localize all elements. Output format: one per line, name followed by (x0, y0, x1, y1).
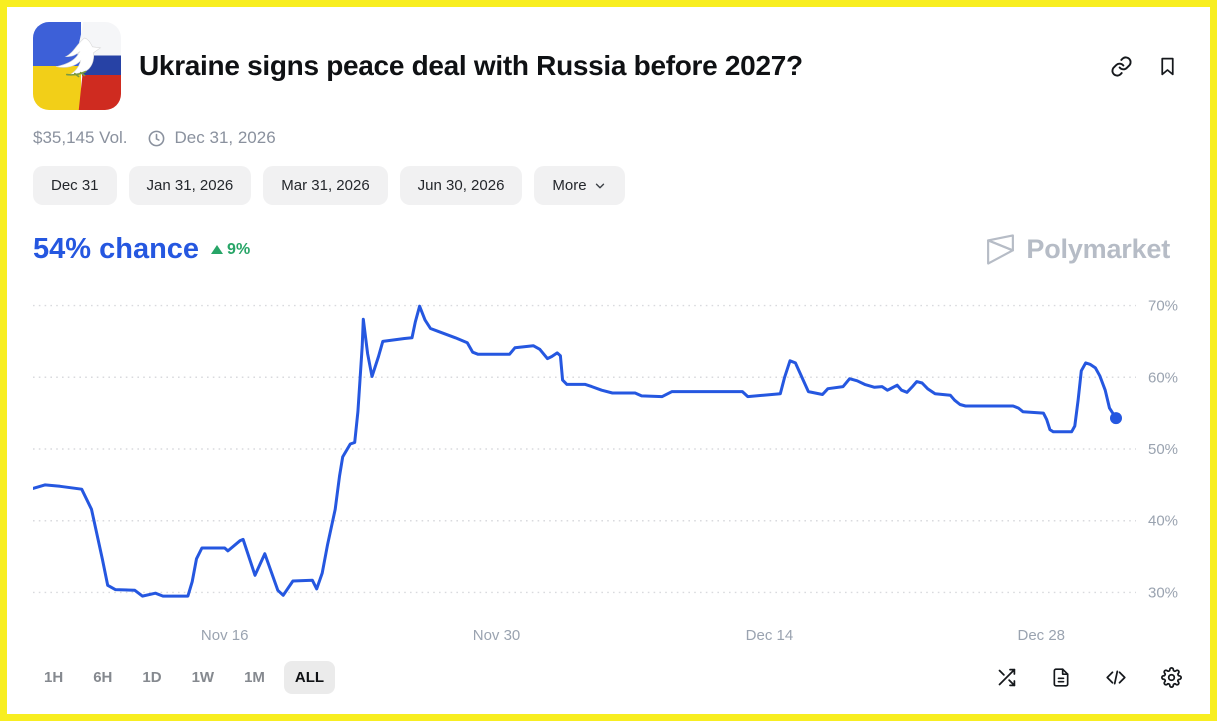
bookmark-icon (1161, 57, 1174, 75)
chip-jun-30-2026[interactable]: Jun 30, 2026 (399, 166, 523, 205)
chip-more[interactable]: More (534, 166, 625, 205)
chart-tools (996, 667, 1182, 688)
more-label: More (552, 177, 587, 194)
date-option-chips: Dec 31 Jan 31, 2026 Mar 31, 2026 Jun 30,… (33, 166, 1192, 205)
link-icon (1111, 55, 1132, 77)
code-icon (1106, 670, 1126, 685)
svg-text:60%: 60% (1148, 369, 1178, 386)
delta-text: 9% (227, 240, 251, 258)
timeframe-1m[interactable]: 1M (233, 661, 276, 694)
dove-icon (56, 37, 102, 78)
shuffle-icon (998, 668, 1016, 687)
chart-canvas[interactable]: 30% 40% 50% 60% 70% Nov 16 Nov 30 Dec 14 Dec 28 (31, 278, 1191, 646)
market-header: Ukraine signs peace deal with Russia bef… (33, 22, 1192, 110)
svg-text:Dec 28: Dec 28 (1018, 627, 1066, 644)
market-meta: $35,145 Vol. Dec 31, 2026 (33, 128, 1192, 148)
timeframe-selector: 1H 6H 1D 1W 1M ALL (33, 661, 336, 694)
svg-text:40%: 40% (1148, 513, 1178, 530)
polymarket-logo-icon (987, 234, 1015, 265)
chart-footer: 1H 6H 1D 1W 1M ALL (33, 661, 1192, 694)
gear-icon (1161, 667, 1182, 688)
svg-text:Dec 14: Dec 14 (746, 627, 794, 644)
probability-chart[interactable]: 30% 40% 50% 60% 70% Nov 16 Nov 30 Dec 14 Dec 28 (31, 278, 1192, 651)
document-button[interactable] (1051, 667, 1071, 688)
header-actions (1110, 55, 1178, 78)
svg-text:Nov 30: Nov 30 (473, 627, 521, 644)
timeframe-1d[interactable]: 1D (131, 661, 172, 694)
svg-text:30%: 30% (1148, 584, 1178, 601)
chance-value: 54% chance (33, 233, 200, 265)
chip-jan-31-2026[interactable]: Jan 31, 2026 (128, 166, 252, 205)
market-image (33, 22, 121, 110)
chevron-down-icon (595, 183, 604, 188)
copy-link-button[interactable] (1110, 55, 1133, 78)
chip-mar-31-2026[interactable]: Mar 31, 2026 (263, 166, 388, 205)
settings-button[interactable] (1161, 667, 1182, 688)
timeframe-1h[interactable]: 1H (33, 661, 74, 694)
polymarket-watermark: Polymarket (984, 233, 1170, 266)
up-arrow-icon (211, 245, 224, 254)
market-title: Ukraine signs peace deal with Russia bef… (139, 50, 803, 81)
end-date-label: Dec 31, 2026 (174, 128, 276, 147)
volume-label: $35,145 Vol. (33, 128, 128, 147)
timeframe-1w[interactable]: 1W (181, 661, 226, 694)
embed-code-button[interactable] (1105, 667, 1127, 688)
timeframe-all[interactable]: ALL (283, 661, 336, 694)
shuffle-button[interactable] (996, 667, 1017, 688)
bookmark-button[interactable] (1157, 55, 1178, 78)
polymarket-wordmark: Polymarket (1026, 234, 1170, 264)
chance-delta: 9% (211, 241, 250, 259)
document-icon (1053, 668, 1069, 687)
chance-row: 54% chance 9% Polymarket (33, 233, 1192, 266)
chip-dec-31[interactable]: Dec 31 (33, 166, 117, 205)
clock-icon (147, 129, 166, 148)
svg-text:Nov 16: Nov 16 (201, 627, 249, 644)
svg-text:50%: 50% (1148, 441, 1178, 458)
timeframe-6h[interactable]: 6H (82, 661, 123, 694)
svg-text:70%: 70% (1148, 298, 1178, 315)
